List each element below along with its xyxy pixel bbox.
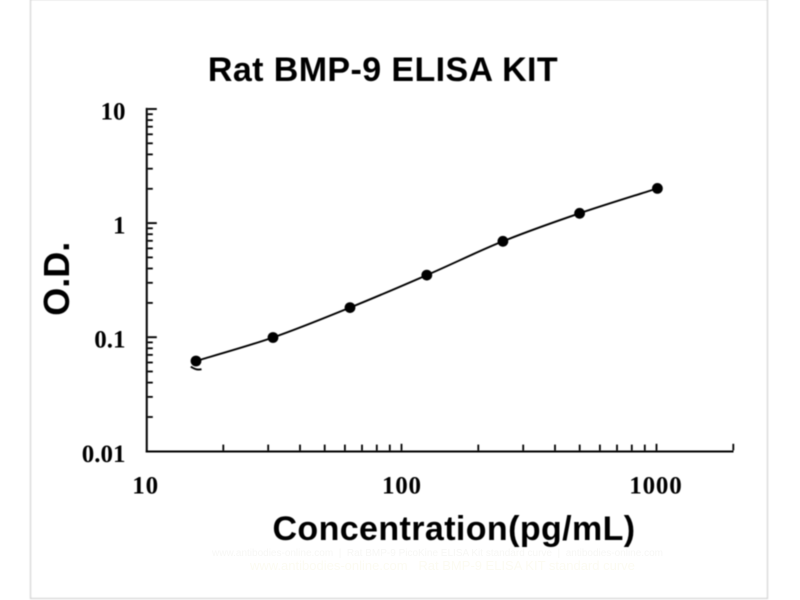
svg-text:10: 10 <box>132 473 159 500</box>
svg-text:100: 100 <box>382 473 422 500</box>
svg-text:Concentration(pg/mL): Concentration(pg/mL) <box>272 510 635 548</box>
svg-text:0.1: 0.1 <box>94 327 125 354</box>
svg-text:10: 10 <box>101 99 126 126</box>
svg-text:Rat BMP-9 ELISA KIT: Rat BMP-9 ELISA KIT <box>208 51 558 89</box>
svg-text:1000: 1000 <box>629 473 682 500</box>
svg-text:0.01: 0.01 <box>82 441 126 468</box>
svg-text:1: 1 <box>113 213 126 240</box>
svg-text:O.D.: O.D. <box>36 242 77 316</box>
